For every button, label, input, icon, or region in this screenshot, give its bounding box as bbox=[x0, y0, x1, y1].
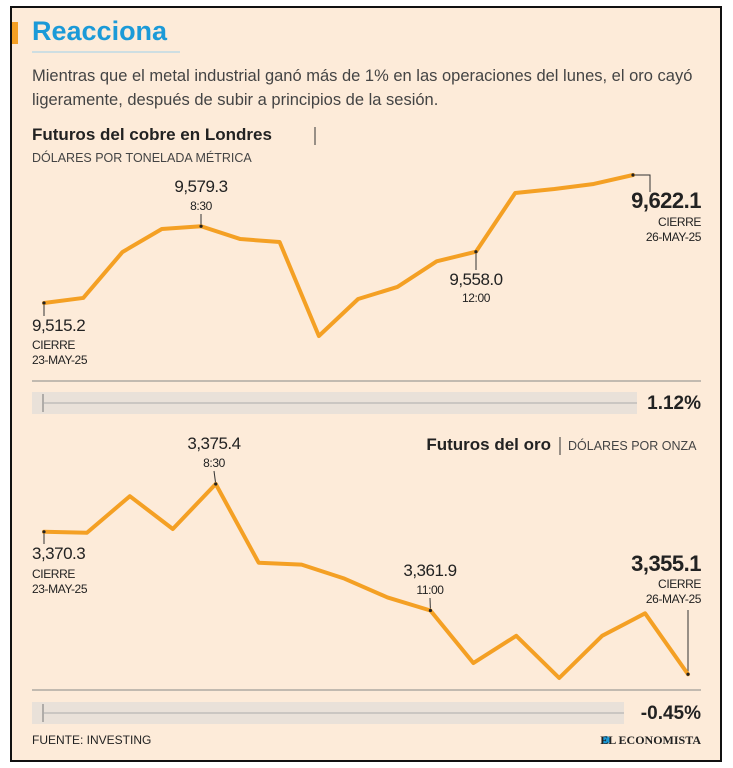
value-label: 3,361.9 bbox=[403, 561, 457, 580]
category-label: CIERRE 23-MAY-25 bbox=[32, 567, 88, 596]
point bbox=[686, 672, 690, 676]
category-label: 8:30 bbox=[203, 456, 225, 470]
chart-title: Futuros del cobre en Londres bbox=[32, 125, 272, 144]
category-label: CIERRE 26-MAY-25 bbox=[645, 577, 702, 606]
change: 1.12% bbox=[647, 393, 701, 414]
value-label: 3,375.4 bbox=[187, 434, 241, 453]
category-label: CIERRE 23-MAY-25 bbox=[32, 338, 88, 367]
line bbox=[42, 482, 690, 680]
category-label: CIERRE 26-MAY-25 bbox=[645, 215, 702, 244]
leader-line bbox=[213, 470, 217, 485]
subtitle: Mientras que el metal industrial ganó má… bbox=[32, 67, 693, 109]
point bbox=[474, 250, 478, 254]
category-label: 8:30 bbox=[190, 199, 212, 213]
change: -0.45% bbox=[640, 703, 701, 724]
brand-logo bbox=[602, 736, 610, 744]
value-label: 9,558.0 bbox=[449, 270, 503, 289]
value-label: 9,515.2 bbox=[32, 316, 86, 335]
category-label: 12:00 bbox=[461, 291, 491, 305]
point bbox=[199, 224, 203, 228]
chart-subtitle: DÓLARES POR TONELADA MÉTRICA bbox=[32, 151, 252, 165]
brand: EL ECONOMISTA bbox=[600, 733, 701, 747]
source: FUENTE: INVESTING bbox=[32, 733, 152, 747]
title: Reacciona bbox=[32, 16, 168, 46]
point bbox=[42, 301, 46, 305]
value-label: 3,355.1 bbox=[631, 551, 701, 576]
value-label: 9,579.3 bbox=[174, 177, 228, 196]
value-label: 9,622.1 bbox=[631, 188, 701, 213]
point bbox=[214, 482, 218, 486]
leader-line bbox=[633, 174, 651, 192]
title-accent bbox=[12, 22, 18, 44]
chart-subtitle: DÓLARES POR ONZA bbox=[568, 439, 697, 453]
point bbox=[631, 173, 635, 177]
line bbox=[42, 173, 635, 338]
point bbox=[42, 530, 46, 534]
value-label: 3,370.3 bbox=[32, 544, 86, 563]
category-label: 11:00 bbox=[416, 583, 444, 597]
chart-title: Futuros del oro bbox=[426, 435, 551, 454]
point bbox=[428, 608, 432, 613]
